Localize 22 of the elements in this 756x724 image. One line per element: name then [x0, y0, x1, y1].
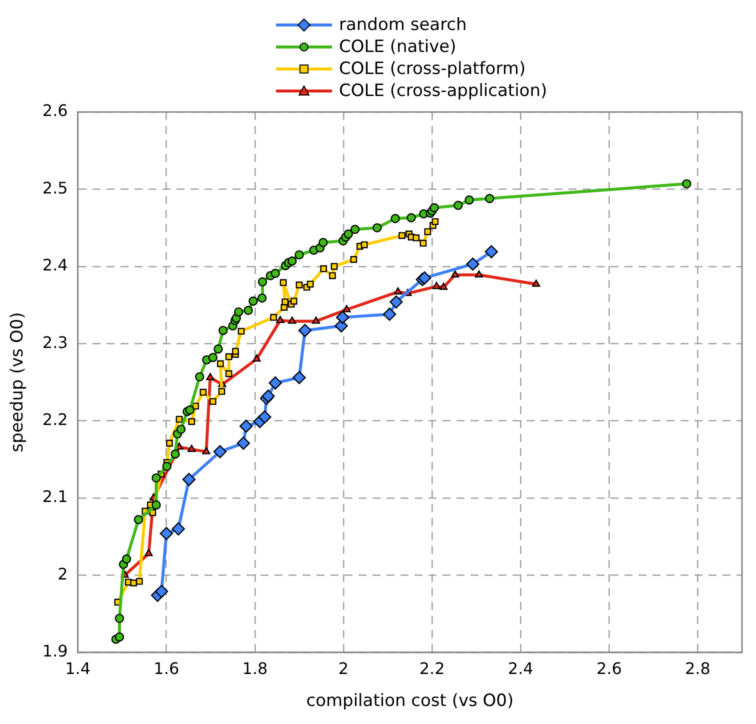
y-tick-label: 2.5	[42, 178, 68, 198]
y-tick-label: 1.9	[42, 642, 68, 661]
legend-label: COLE (cross-application)	[339, 80, 548, 102]
x-tick-label: 1.4	[65, 659, 91, 678]
legend-label: COLE (cross-platform)	[339, 58, 526, 80]
x-tick-label: 2.8	[684, 659, 710, 678]
x-tick-label: 2.6	[596, 659, 622, 678]
y-tick-label: 2.1	[42, 487, 68, 506]
x-tick-label: 2.4	[508, 659, 534, 678]
legend-label: COLE (native)	[339, 36, 456, 58]
x-tick-label: 2	[338, 659, 349, 678]
y-tick-label: 2.3	[42, 332, 68, 352]
y-axis-title: speedup (vs O0)	[8, 312, 28, 452]
x-tick-label: 1.6	[154, 659, 180, 678]
legend-label: random search	[339, 14, 467, 36]
y-tick-label: 2	[58, 564, 68, 584]
y-tick-label: 2.4	[42, 256, 68, 275]
x-axis-title: compilation cost (vs O0)	[306, 691, 514, 712]
x-tick-label: 1.8	[242, 659, 268, 678]
x-tick-label: 2.2	[419, 659, 445, 678]
y-tick-label: 2.6	[42, 101, 68, 120]
y-tick-label: 2.2	[42, 410, 68, 429]
